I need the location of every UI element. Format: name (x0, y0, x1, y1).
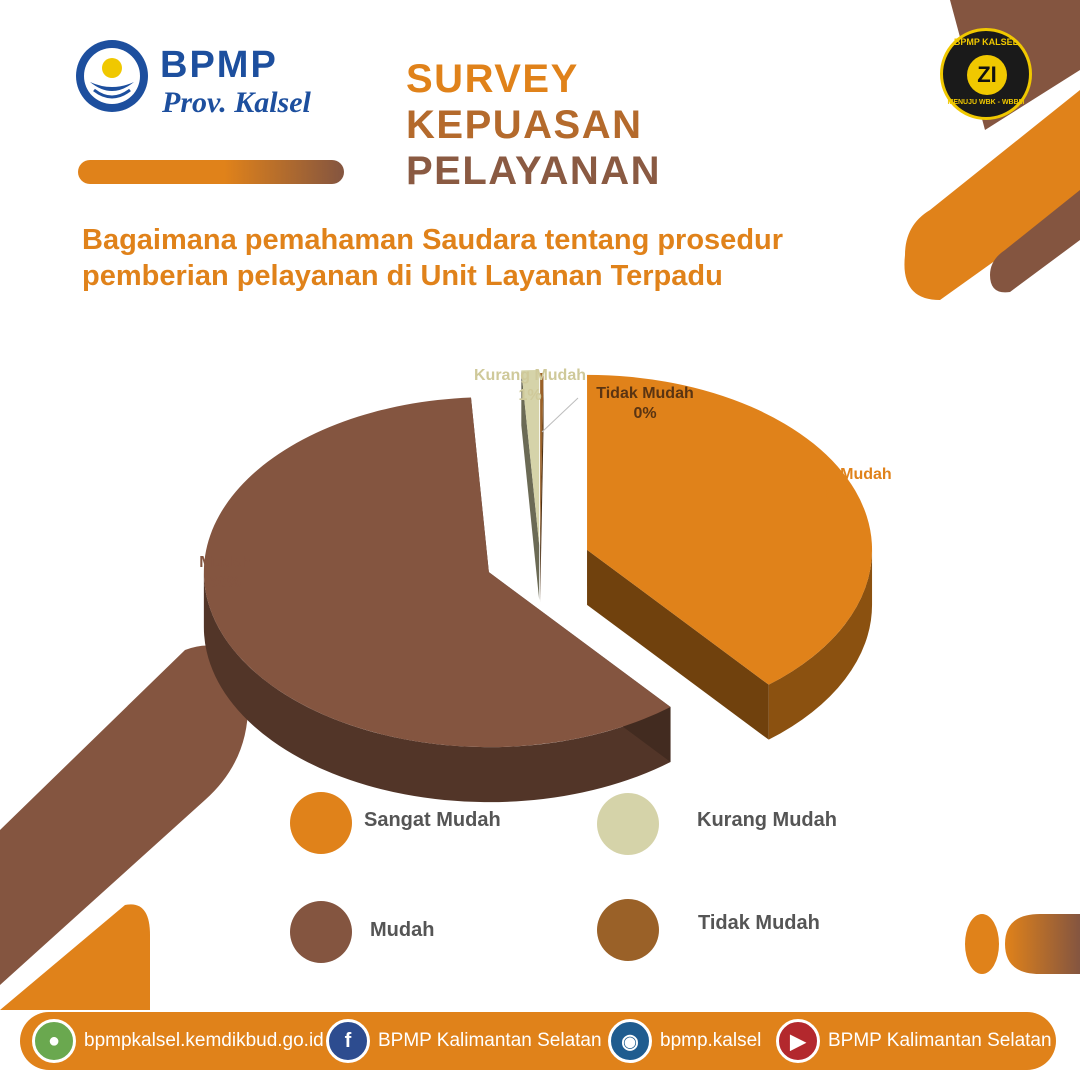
footer-website-link[interactable]: ● bpmpkalsel.kemdikbud.go.id (32, 1012, 324, 1070)
zona-integritas-badge: BPMP KALSEL ZI MENUJU WBK - WBBM (940, 28, 1032, 120)
data-label-kurang-mudah-name: Kurang Mudah (474, 367, 586, 384)
pie-slice-side-tidak-mudah (540, 373, 544, 604)
pie-slice-cut-face (540, 373, 544, 604)
pie-slice-cut-face (521, 370, 540, 601)
footer-facebook-text: BPMP Kalimantan Selatan (378, 1030, 602, 1051)
badge-center-text: ZI (967, 55, 1007, 95)
deco-slash-orange-top-right (904, 90, 1080, 300)
deco-pill-gradient-right (1005, 914, 1080, 974)
facebook-icon: f (326, 1019, 370, 1063)
instagram-icon: ◉ (608, 1019, 652, 1063)
deco-slash-brown-top-right (990, 190, 1080, 293)
data-label-sangat-mudah: Sangat Mudah 39% (767, 465, 907, 505)
data-label-kurang-mudah: Kurang Mudah 1% (455, 366, 605, 406)
legend-swatch-sangat-mudah (290, 792, 352, 854)
globe-icon: ● (32, 1019, 76, 1063)
legend-swatch-mudah (290, 901, 352, 963)
data-label-tidak-mudah-name: Tidak Mudah (596, 385, 694, 402)
data-label-kurang-mudah-value: 1% (518, 387, 542, 404)
footer-instagram-text: bpmp.kalsel (660, 1030, 762, 1051)
bpmp-logo: BPMP Prov. Kalsel (74, 38, 324, 128)
legend-label-sangat-mudah: Sangat Mudah (364, 809, 501, 831)
legend-swatch-kurang-mudah (597, 793, 659, 855)
pie-slice-side-kurang-mudah (521, 370, 540, 601)
youtube-icon: ▶ (776, 1019, 820, 1063)
legend-swatch-tidak-mudah (597, 899, 659, 961)
tut-wuri-emblem-icon (76, 40, 148, 112)
legend-label-mudah: Mudah (370, 919, 435, 941)
badge-top-text: BPMP KALSEL (953, 37, 1019, 47)
pie-slice-kurang-mudah (521, 370, 540, 546)
data-label-tidak-mudah: Tidak Mudah 0% (580, 384, 710, 424)
pie-slice-tidak-mudah (540, 373, 544, 549)
pie-slice-side-sangat-mudah (587, 549, 873, 740)
title-line-3: PELAYANAN (406, 149, 662, 193)
deco-slash-brown-left (0, 645, 249, 985)
pie-slice-sangat-mudah (587, 374, 873, 685)
badge-bottom-text: MENUJU WBK - WBBM (947, 99, 1025, 106)
data-label-mudah: Mudah 60% (185, 553, 265, 593)
footer-youtube-link[interactable]: ▶ BPMP Kalimantan Selatan (776, 1012, 1052, 1070)
footer-website-text: bpmpkalsel.kemdikbud.go.id (84, 1030, 324, 1051)
data-label-tidak-mudah-value: 0% (633, 405, 657, 422)
pie-slice-cut-face (587, 549, 769, 740)
footer-facebook-link[interactable]: f BPMP Kalimantan Selatan (326, 1012, 602, 1070)
data-label-mudah-name: Mudah (199, 554, 251, 571)
header-gradient-bar (78, 160, 344, 184)
page-title: SURVEY KEPUASAN PELAYANAN (406, 56, 661, 194)
pie-slice-rim (768, 549, 873, 740)
pie-leader-line (541, 397, 579, 433)
footer-youtube-text: BPMP Kalimantan Selatan (828, 1030, 1052, 1051)
deco-slash-orange-left (0, 904, 150, 1010)
data-label-sangat-mudah-value: 39% (820, 486, 854, 503)
data-label-mudah-value: 60% (208, 574, 242, 591)
footer-social-bar: ● bpmpkalsel.kemdikbud.go.id f BPMP Kali… (20, 1012, 1056, 1070)
pie-slice-rim (203, 572, 671, 803)
title-line-2: KEPUASAN (406, 103, 643, 147)
deco-pill-orange-right (965, 914, 999, 974)
legend-label-tidak-mudah: Tidak Mudah (698, 912, 820, 934)
data-label-sangat-mudah-name: Sangat Mudah (782, 466, 892, 483)
footer-instagram-link[interactable]: ◉ bpmp.kalsel (608, 1012, 761, 1070)
logo-name: BPMP (160, 44, 278, 86)
survey-question: Bagaimana pemahaman Saudara tentang pros… (82, 224, 784, 292)
pie-slice-mudah (203, 397, 671, 748)
legend-label-kurang-mudah: Kurang Mudah (697, 809, 837, 831)
logo-subtitle: Prov. Kalsel (162, 86, 311, 119)
title-line-1: SURVEY (406, 57, 579, 101)
